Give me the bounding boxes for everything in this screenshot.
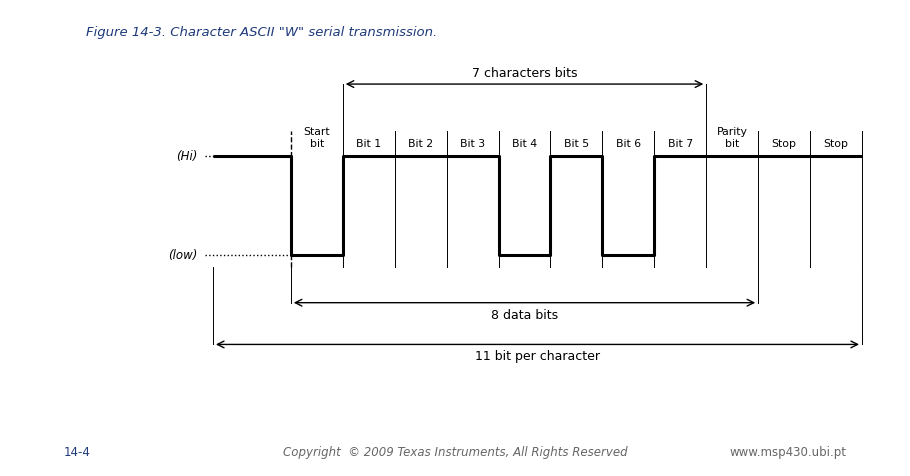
Text: Bit 6: Bit 6 xyxy=(616,139,641,149)
Text: (Hi): (Hi) xyxy=(176,150,197,163)
Text: Bit 5: Bit 5 xyxy=(564,139,589,149)
Text: Copyright  © 2009 Texas Instruments, All Rights Reserved: Copyright © 2009 Texas Instruments, All … xyxy=(283,445,627,458)
Text: Bit 1: Bit 1 xyxy=(356,139,381,149)
Text: Bit 3: Bit 3 xyxy=(460,139,485,149)
Text: 11 bit per character: 11 bit per character xyxy=(475,350,600,363)
Text: Bit 2: Bit 2 xyxy=(408,139,433,149)
Text: www.msp430.ubi.pt: www.msp430.ubi.pt xyxy=(729,445,846,458)
Text: Bit 7: Bit 7 xyxy=(668,139,693,149)
Text: 7 characters bits: 7 characters bits xyxy=(471,67,577,80)
Text: Figure 14-3. Character ASCII "W" serial transmission.: Figure 14-3. Character ASCII "W" serial … xyxy=(86,26,438,39)
Text: (low): (low) xyxy=(168,249,197,262)
Text: Start
bit: Start bit xyxy=(304,127,330,149)
Text: 14-4: 14-4 xyxy=(64,445,91,458)
Text: Stop: Stop xyxy=(824,139,848,149)
Text: 8 data bits: 8 data bits xyxy=(490,308,558,321)
Text: Stop: Stop xyxy=(772,139,796,149)
Text: Parity
bit: Parity bit xyxy=(717,127,748,149)
Text: Bit 4: Bit 4 xyxy=(512,139,537,149)
